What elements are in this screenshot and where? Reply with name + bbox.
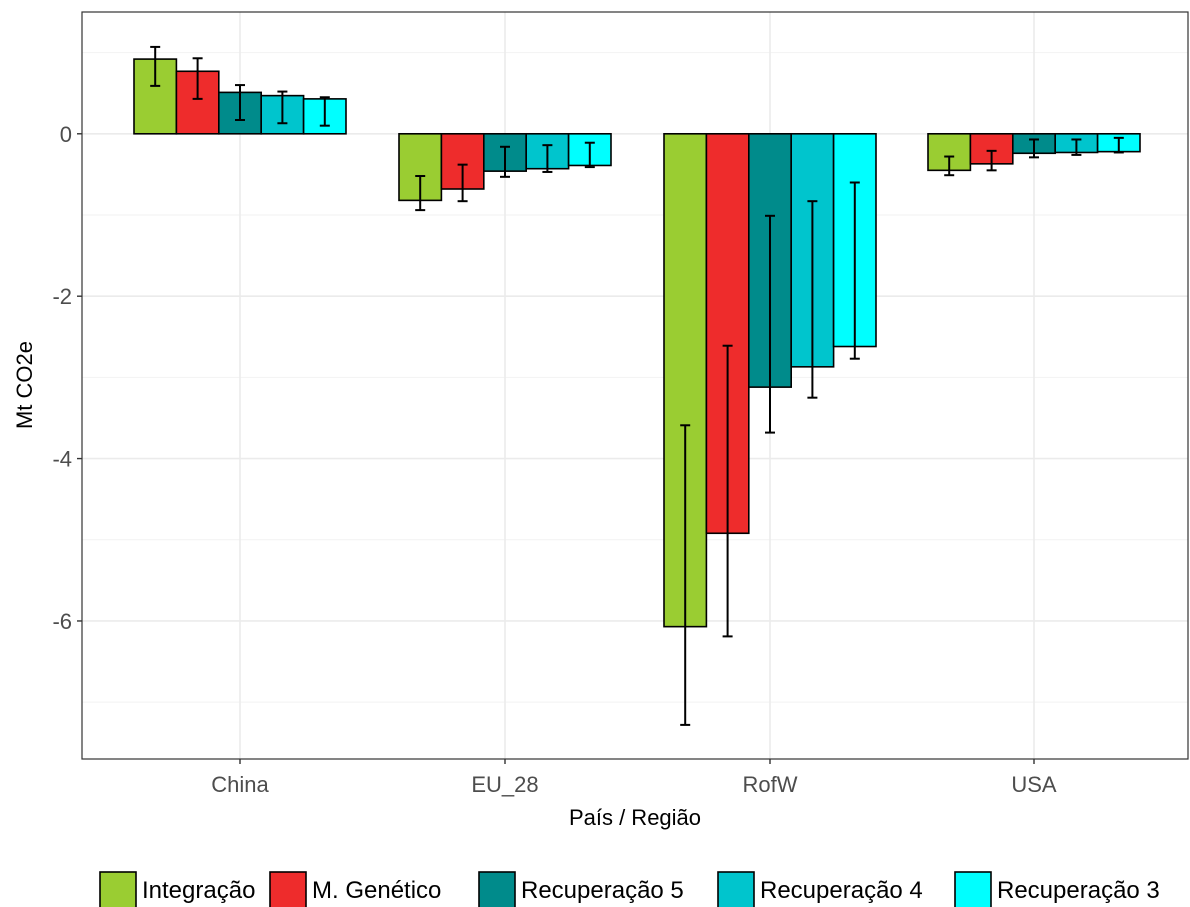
error-bar-China-1: [150, 45, 161, 87]
legend-label: Integração: [142, 877, 255, 904]
y-tick-label: 0: [60, 122, 72, 147]
x-tick-label: RofW: [743, 772, 798, 797]
plot-border: [81, 11, 1189, 760]
error-bar-China-4: [277, 90, 288, 125]
minor-gridlines: [82, 52, 1188, 703]
error-bars-layer: [150, 45, 1124, 726]
y-tick-label: -6: [52, 609, 72, 634]
y-axis: 0 -2 -4 -6: [52, 122, 82, 634]
error-bar-USA-1: [944, 155, 955, 177]
y-tick-label: -4: [52, 447, 72, 472]
legend-swatch: [954, 871, 992, 907]
legend-item: Integração: [99, 871, 255, 907]
error-bar-RofW-1: [680, 424, 691, 726]
legend-swatch: [478, 871, 516, 907]
y-axis-title: Mt CO2e: [12, 341, 37, 429]
x-axis-title: País / Região: [569, 805, 701, 830]
legend-label: Recuperação 4: [760, 877, 923, 904]
error-bar-RofW-2: [722, 344, 733, 638]
error-bar-USA-3: [1029, 138, 1039, 159]
error-bar-EU_28-3: [500, 145, 510, 178]
legend-swatch: [717, 871, 755, 907]
legend-item: Recuperação 5: [478, 871, 684, 907]
error-bar-USA-4: [1071, 138, 1082, 156]
error-bar-EU_28-5: [584, 141, 595, 169]
error-bar-China-2: [192, 57, 203, 100]
x-tick-label: China: [211, 772, 269, 797]
legend-item: M. Genético: [269, 871, 441, 907]
error-bar-EU_28-2: [457, 163, 468, 203]
error-bar-EU_28-4: [542, 144, 553, 173]
legend: Integração M. Genético Recuperação 5 Recupe…: [99, 871, 1160, 907]
legend-swatch: [99, 871, 137, 907]
error-bar-RofW-3: [765, 214, 775, 434]
x-tick-label: EU_28: [471, 772, 538, 797]
bar-China-1: [133, 58, 178, 135]
x-axis: China EU_28 RofW USA: [211, 759, 1057, 797]
x-tick-label: USA: [1011, 772, 1057, 797]
error-bar-China-3: [235, 84, 245, 121]
error-bar-EU_28-1: [415, 175, 426, 212]
legend-swatch: [269, 871, 307, 907]
error-bar-USA-2: [986, 149, 997, 172]
legend-label: M. Genético: [312, 877, 441, 904]
error-bar-RofW-4: [807, 200, 818, 399]
legend-label: Recuperação 5: [521, 877, 684, 904]
error-bar-USA-5: [1113, 136, 1124, 154]
legend-item: Recuperação 4: [717, 871, 923, 907]
error-bar-RofW-5: [849, 181, 860, 360]
y-tick-label: -2: [52, 284, 72, 309]
error-bar-China-5: [319, 96, 330, 127]
legend-item: Recuperação 3: [954, 871, 1160, 907]
legend-label: Recuperação 3: [997, 877, 1160, 904]
